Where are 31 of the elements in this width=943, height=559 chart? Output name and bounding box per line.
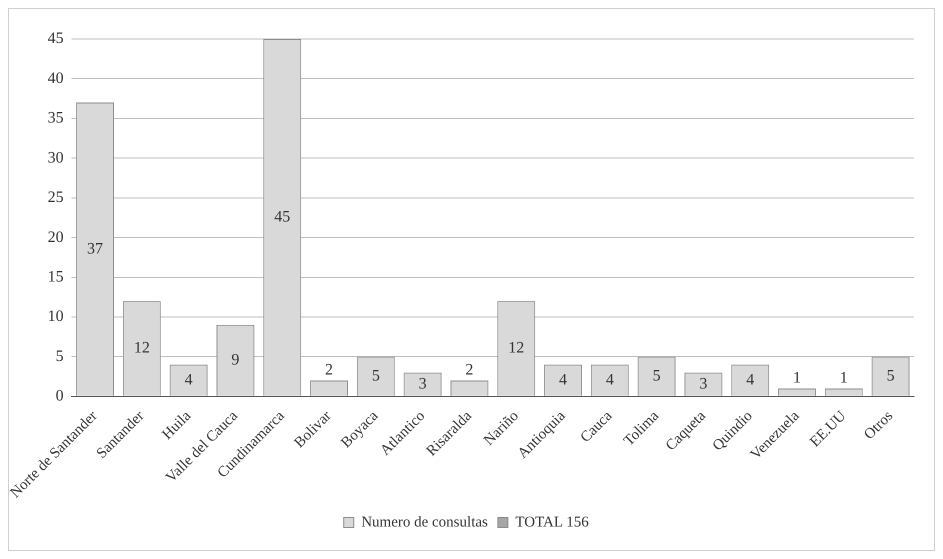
y-tick-label: 0 [56, 388, 64, 405]
data-label: 3 [418, 375, 427, 392]
y-tick-label: 15 [48, 268, 64, 286]
data-label: 5 [372, 367, 380, 384]
data-label: 4 [559, 371, 568, 388]
y-tick-label: 25 [48, 189, 64, 206]
data-label: 37 [87, 240, 104, 258]
y-tick-label: 10 [48, 308, 64, 326]
data-label: 3 [699, 375, 708, 392]
y-tick-label: 5 [56, 348, 64, 365]
data-label: 1 [793, 370, 802, 387]
x-tick-label: Otros [861, 408, 896, 443]
legend-label: Numero de consultas [361, 514, 488, 530]
data-label: 2 [465, 362, 474, 379]
data-label: 1 [840, 370, 848, 387]
y-tick-label: 35 [48, 110, 64, 127]
y-tick-label: 20 [48, 228, 64, 246]
legend-label: TOTAL 156 [515, 514, 590, 530]
y-tick-label: 45 [48, 30, 64, 48]
y-tick-label: 40 [48, 70, 64, 87]
data-label: 4 [184, 371, 193, 388]
data-label: 5 [652, 367, 661, 384]
data-label: 45 [274, 208, 290, 226]
data-label: 9 [231, 352, 240, 369]
data-label: 4 [606, 371, 614, 388]
y-tick-label: 30 [48, 149, 64, 166]
data-label: 5 [886, 367, 895, 384]
data-label: 12 [508, 340, 524, 357]
data-label: 4 [746, 371, 754, 388]
data-label: 2 [325, 362, 334, 379]
data-label: 12 [134, 340, 150, 357]
